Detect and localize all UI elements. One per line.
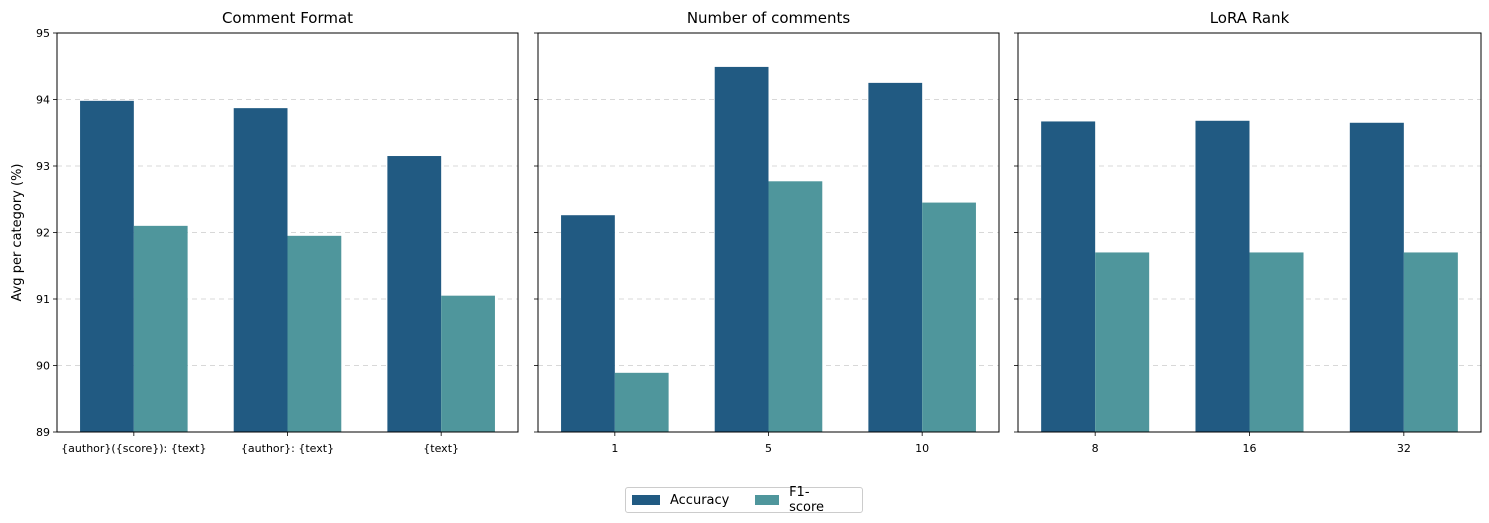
bar-accuracy-1-2 [233,108,288,433]
bar-accuracy-1-3 [387,156,442,432]
panel-title-2: Number of comments [687,9,851,27]
bar-accuracy-2-3 [868,82,923,432]
x-tick-label-1-3: {text} [423,442,459,455]
legend-item-f1: F1-score [755,485,836,515]
y-axis-label: Avg per category (%) [10,163,25,301]
x-tick-label-3-2: 16 [1243,442,1257,455]
y-tick-label-94: 94 [36,94,50,107]
legend: Accuracy F1-score [625,485,863,515]
y-tick-label-89: 89 [36,426,50,439]
x-tick-label-2-3: 10 [915,442,929,455]
y-tick-label-92: 92 [36,227,50,240]
y-tick-label-90: 90 [36,360,50,373]
legend-label-accuracy: Accuracy [670,492,730,508]
bar-f1-2-1 [614,372,669,432]
bar-accuracy-3-3 [1349,122,1404,433]
bar-f1-3-3 [1403,252,1458,432]
plot-frame-3 [1017,32,1482,433]
panel-title-1: Comment Format [222,9,353,27]
bar-f1-1-1 [133,225,188,432]
bar-f1-3-2 [1249,252,1304,432]
bar-f1-3-1 [1095,252,1150,432]
bar-f1-2-3 [922,202,976,432]
bar-accuracy-2-1 [561,215,615,432]
x-tick-label-1-1: {author}({score}): {text} [61,442,206,455]
y-tick-label-91: 91 [36,293,50,306]
chart-figure: 89 90 91 92 93 94 95 {author}({score}): {text} {… [10,9,1482,455]
bar-f1-1-3 [441,295,495,432]
bar-accuracy-2-2 [714,66,769,432]
bar-f1-1-2 [287,235,342,432]
x-tick-label-3-1: 8 [1092,442,1099,455]
y-tick-label-95: 95 [36,27,50,40]
bar-accuracy-1-1 [80,100,134,432]
x-tick-label-2-2: 5 [765,442,772,455]
legend-item-accuracy: Accuracy [632,493,729,508]
legend-label-f1: F1-score [789,485,825,515]
x-tick-label-3-3: 32 [1397,442,1411,455]
bar-f1-2-2 [768,181,823,432]
bar-accuracy-3-1 [1041,121,1096,432]
y-tick-label-93: 93 [36,160,50,173]
bar-accuracy-3-2 [1195,120,1250,432]
plot-frame-1 [56,32,519,433]
panel-title-3: LoRA Rank [1210,9,1290,27]
legend-swatch-accuracy [632,495,660,505]
x-tick-label-2-1: 1 [611,442,618,455]
plot-frame-2 [537,32,1000,433]
x-tick-label-1-2: {author}: {text} [241,442,334,455]
legend-swatch-f1 [755,495,780,505]
